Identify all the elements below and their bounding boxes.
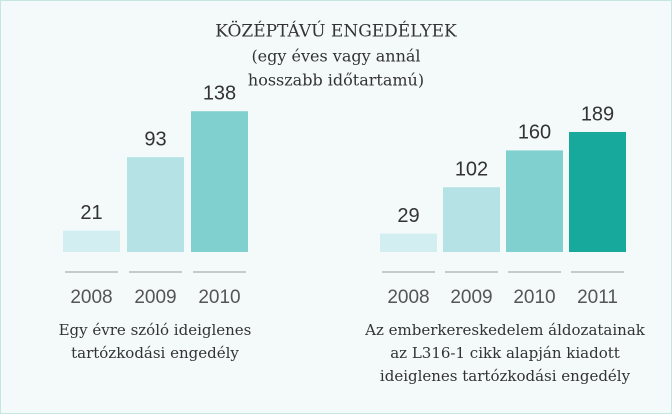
value-label: 102 — [455, 159, 488, 181]
bar — [506, 150, 563, 252]
x-tick-label: 2011 — [577, 287, 618, 308]
value-label: 160 — [518, 122, 551, 144]
caption: Egy évre szóló ideiglenes — [59, 321, 252, 339]
caption: az L316-1 cikk alapján kiadott — [390, 344, 620, 362]
value-label: 21 — [80, 202, 102, 224]
x-tick-label: 2010 — [513, 287, 555, 308]
caption: tartózkodási engedély — [71, 344, 239, 362]
subtitle: (egy éves vagy annál — [251, 47, 420, 66]
bar — [127, 157, 184, 252]
bar — [191, 111, 248, 253]
caption: Az emberkereskedelem áldozatainak — [364, 321, 646, 339]
value-label: 93 — [144, 128, 166, 150]
x-tick-label: 2010 — [198, 287, 240, 308]
x-tick-label: 2008 — [387, 287, 429, 308]
bar — [443, 187, 500, 252]
value-label: 138 — [203, 83, 236, 105]
subtitle: hosszabb időtartamú) — [248, 71, 424, 90]
x-tick-label: 2009 — [134, 287, 176, 308]
x-tick-label: 2008 — [70, 287, 112, 308]
bar — [380, 233, 437, 252]
bar — [569, 131, 626, 252]
caption: ideiglenes tartózkodási engedély — [380, 367, 631, 385]
x-tick-label: 2009 — [450, 287, 492, 308]
bar — [63, 230, 120, 252]
value-label: 189 — [581, 103, 614, 125]
value-label: 29 — [397, 205, 419, 227]
title: KÖZÉPTÁVÚ ENGEDÉLYEK — [215, 21, 457, 42]
